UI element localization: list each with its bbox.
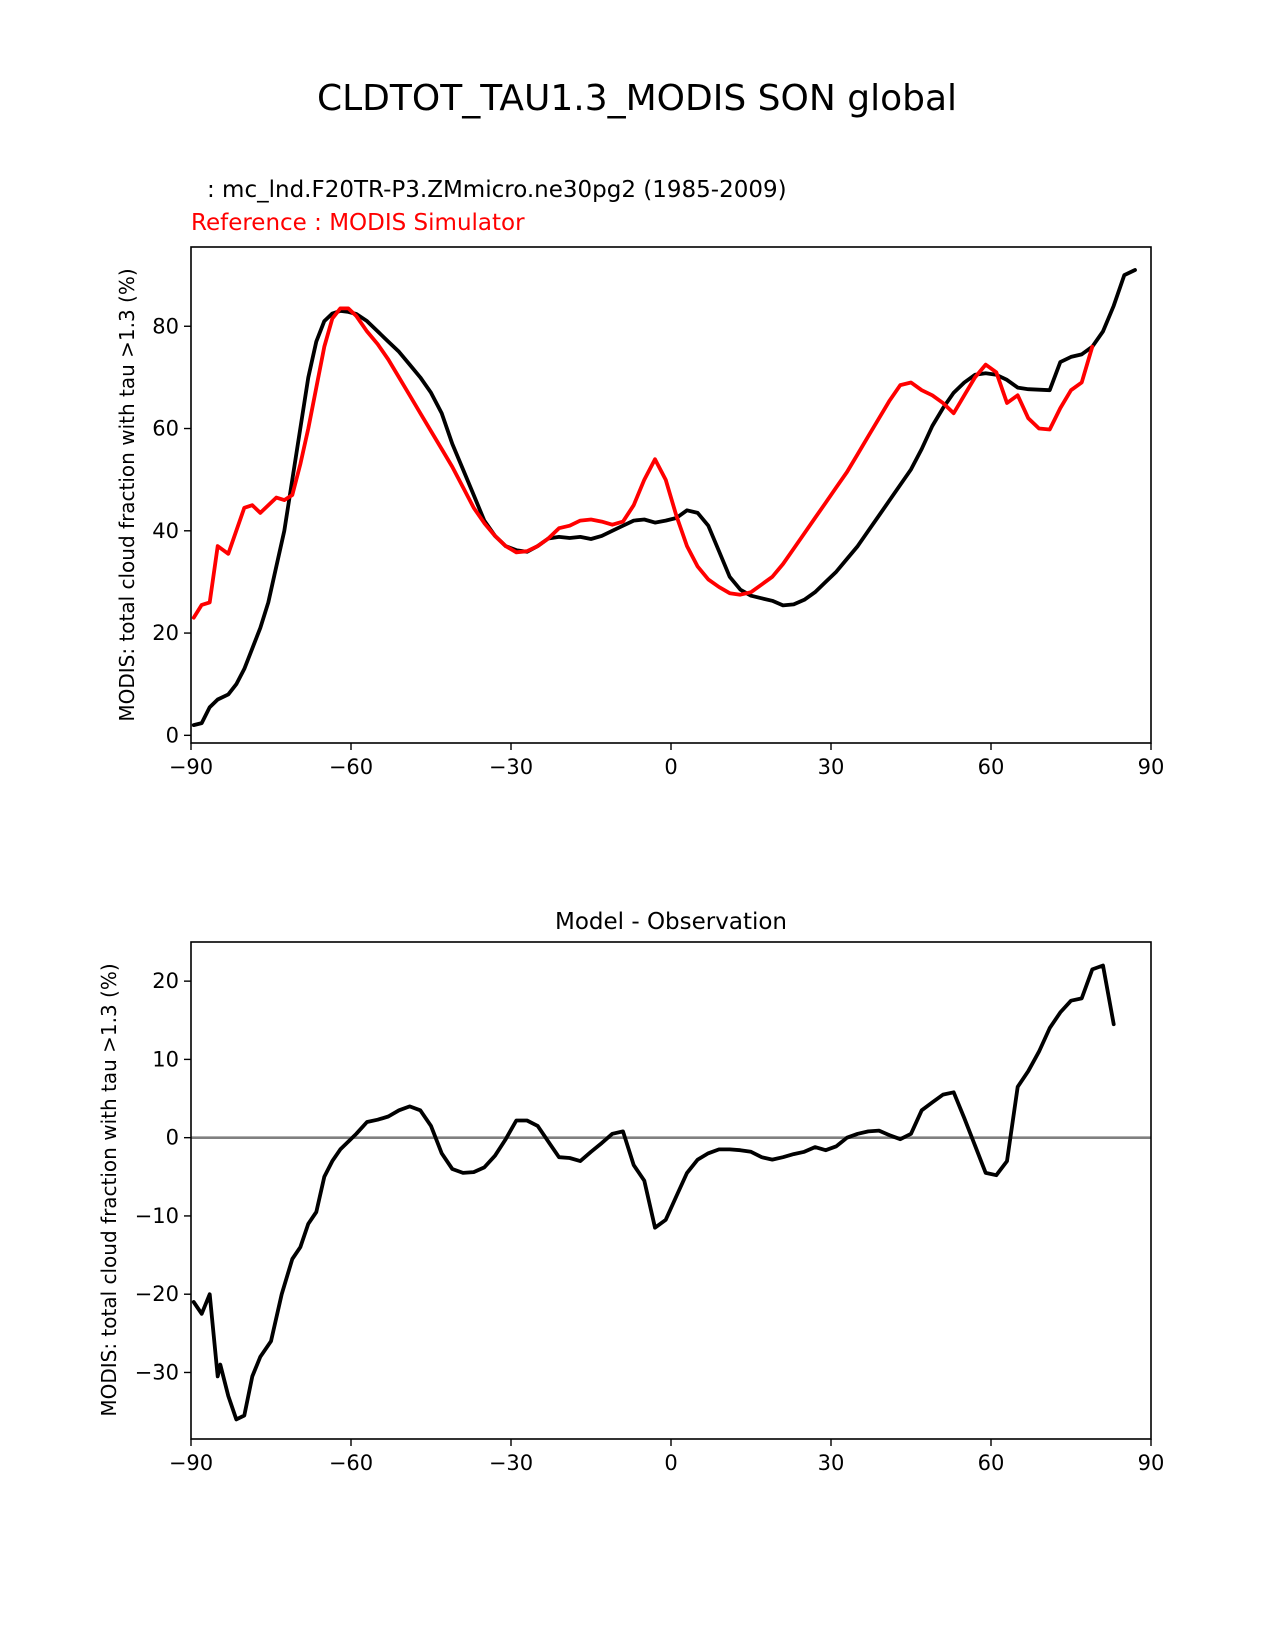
top-plot-frame	[190, 246, 1152, 744]
top-panel: : mc_lnd.F20TR-P3.ZMmicro.ne30pg2 (1985-…	[115, 177, 1164, 779]
bottom-x-tick-label: −30	[489, 1451, 533, 1475]
bottom-x-tick-label: 90	[1138, 1451, 1165, 1475]
top-series-line-reference	[191, 306, 1095, 620]
bottom-x-tick-label: 0	[664, 1451, 677, 1475]
top-data-lines	[191, 268, 1137, 727]
figure-title: CLDTOT_TAU1.3_MODIS SON global	[317, 78, 957, 119]
top-y-axis-label: MODIS: total cloud fraction with tau >1.…	[115, 268, 139, 721]
top-x-tick-label: −60	[329, 755, 373, 779]
bottom-data-lines	[191, 963, 1151, 1422]
top-x-tick-label: 0	[664, 755, 677, 779]
top-axes-ticks: −90 −60 −30 0 30 60 90 0 20 40 60 80	[152, 314, 1164, 779]
top-x-tick-label: −90	[169, 755, 213, 779]
bottom-title: Model - Observation	[555, 909, 787, 935]
top-reference-label: Reference : MODIS Simulator	[191, 210, 525, 236]
top-y-tick-label: 40	[152, 519, 179, 543]
bottom-axes-ticks: −90 −60 −30 0 30 60 90 −30 −20 −10 0 10 20	[135, 969, 1165, 1475]
bottom-x-tick-label: −60	[329, 1451, 373, 1475]
bottom-series-line-test	[191, 963, 1116, 1422]
bottom-panel: Model - Observation −90 −60 −30 0 30 60 90−30−…	[97, 909, 1164, 1475]
top-y-tick-label: 20	[152, 621, 179, 645]
bottom-y-axis-label: MODIS: total cloud fraction with tau >1.…	[97, 963, 121, 1416]
bottom-y-tick-label: −20	[135, 1282, 179, 1306]
top-series-line-test	[191, 268, 1137, 727]
bottom-x-tick-label: 60	[978, 1451, 1005, 1475]
top-y-tick-label: 80	[152, 314, 179, 338]
top-x-tick-label: −30	[489, 755, 533, 779]
top-test-label: : mc_lnd.F20TR-P3.ZMmicro.ne30pg2 (1985-…	[207, 177, 787, 203]
bottom-plot-frame	[190, 941, 1152, 1440]
top-x-tick-label: 30	[818, 755, 845, 779]
top-x-tick-label: 90	[1138, 755, 1165, 779]
bottom-y-tick-label: 10	[152, 1047, 179, 1071]
top-y-tick-label: 60	[152, 417, 179, 441]
top-y-tick-label: 0	[166, 723, 179, 747]
bottom-y-tick-label: 0	[166, 1126, 179, 1150]
bottom-y-tick-label: 20	[152, 969, 179, 993]
bottom-x-tick-label: 30	[818, 1451, 845, 1475]
bottom-y-tick-label: −30	[135, 1360, 179, 1384]
top-x-tick-label: 60	[978, 755, 1005, 779]
bottom-y-tick-label: −10	[135, 1204, 179, 1228]
bottom-x-tick-label: −90	[169, 1451, 213, 1475]
